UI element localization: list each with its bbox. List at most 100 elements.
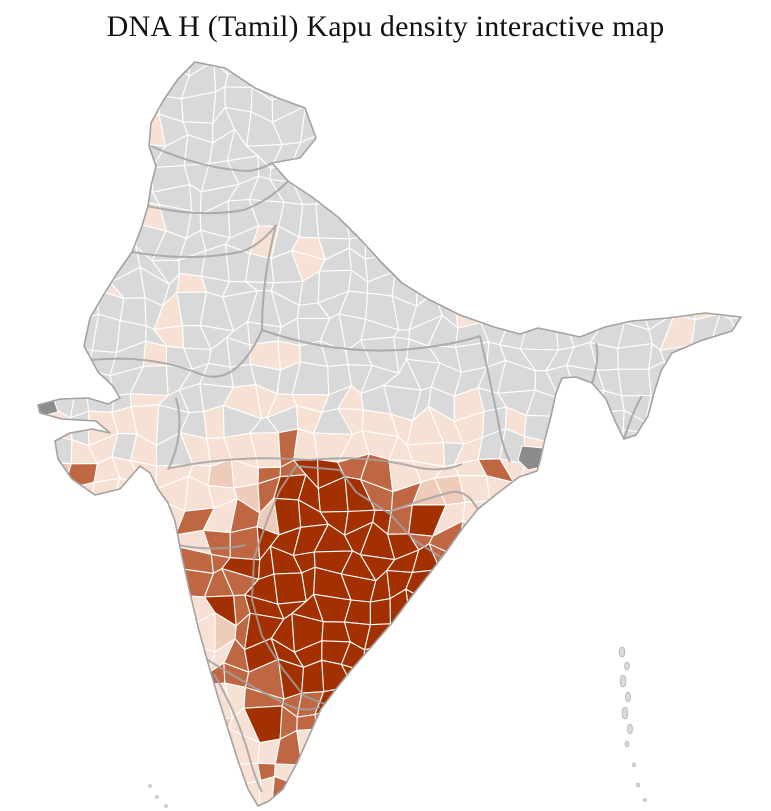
district[interactable] [303, 774, 319, 811]
district[interactable] [63, 41, 96, 70]
district[interactable] [65, 522, 95, 550]
district[interactable] [617, 368, 652, 397]
district[interactable] [129, 611, 167, 647]
district[interactable] [181, 785, 203, 802]
district[interactable] [524, 739, 558, 765]
district[interactable] [727, 801, 752, 811]
district[interactable] [684, 529, 713, 548]
district[interactable] [574, 614, 607, 650]
district[interactable] [476, 707, 504, 740]
district[interactable] [458, 713, 478, 742]
district[interactable] [728, 119, 756, 138]
district[interactable] [543, 198, 578, 229]
district[interactable] [409, 156, 441, 191]
district[interactable] [369, 598, 392, 626]
district[interactable] [18, 708, 52, 739]
district[interactable] [452, 600, 491, 630]
district[interactable] [130, 553, 169, 580]
district[interactable] [520, 484, 562, 504]
district[interactable] [391, 159, 424, 187]
district[interactable] [65, 82, 97, 115]
district[interactable] [684, 765, 716, 789]
district[interactable] [683, 382, 720, 412]
district[interactable] [730, 634, 764, 670]
district[interactable] [130, 520, 169, 561]
district[interactable] [647, 779, 673, 804]
district[interactable] [569, 255, 593, 274]
district[interactable] [590, 93, 627, 113]
district[interactable] [257, 775, 275, 811]
district[interactable] [578, 157, 600, 183]
district[interactable] [463, 99, 483, 122]
district[interactable] [181, 795, 211, 811]
district[interactable] [692, 226, 719, 257]
district[interactable] [474, 231, 511, 260]
district[interactable] [625, 62, 653, 102]
district[interactable] [385, 691, 421, 719]
district[interactable] [270, 62, 307, 102]
district[interactable] [529, 665, 554, 694]
district[interactable] [545, 181, 584, 214]
district[interactable] [706, 157, 744, 187]
district[interactable] [92, 680, 120, 713]
district[interactable] [224, 805, 262, 811]
district[interactable] [637, 713, 666, 746]
district[interactable] [732, 199, 765, 227]
district[interactable] [199, 788, 230, 806]
district[interactable] [588, 38, 631, 66]
district[interactable] [641, 497, 666, 537]
district[interactable] [637, 734, 666, 766]
district[interactable] [474, 45, 509, 72]
district[interactable] [131, 800, 170, 811]
district[interactable] [707, 337, 741, 376]
district[interactable] [497, 501, 530, 527]
district[interactable] [427, 62, 465, 102]
district[interactable] [549, 290, 577, 325]
district[interactable] [620, 454, 651, 480]
district[interactable] [502, 707, 539, 741]
district[interactable] [523, 112, 547, 140]
district[interactable] [164, 40, 193, 77]
district[interactable] [342, 156, 369, 181]
district[interactable] [556, 502, 577, 531]
district[interactable] [29, 475, 44, 514]
district[interactable] [39, 546, 73, 582]
district[interactable] [686, 718, 720, 745]
district[interactable] [642, 522, 671, 560]
district[interactable] [395, 200, 419, 231]
district[interactable] [684, 577, 719, 604]
district[interactable] [659, 68, 698, 101]
district[interactable] [83, 543, 124, 574]
district[interactable] [641, 680, 675, 723]
district[interactable] [457, 797, 483, 811]
district[interactable] [132, 61, 168, 97]
district[interactable] [667, 182, 694, 217]
district[interactable] [69, 347, 93, 370]
district[interactable] [704, 666, 738, 696]
district[interactable] [44, 133, 72, 164]
district[interactable] [360, 44, 400, 71]
district[interactable] [566, 520, 599, 561]
district[interactable] [42, 669, 77, 696]
district[interactable] [415, 774, 442, 811]
district[interactable] [70, 161, 93, 189]
district[interactable] [574, 209, 606, 233]
district[interactable] [38, 337, 74, 374]
district[interactable] [731, 384, 761, 419]
district[interactable] [361, 707, 393, 744]
district[interactable] [41, 174, 72, 209]
district[interactable] [42, 680, 72, 720]
district[interactable] [687, 362, 714, 395]
district[interactable] [105, 92, 139, 124]
district[interactable] [579, 669, 607, 693]
district[interactable] [665, 661, 691, 692]
district[interactable] [732, 569, 757, 592]
district[interactable] [525, 521, 558, 559]
district[interactable] [590, 690, 624, 722]
district[interactable] [159, 662, 187, 697]
district[interactable] [107, 731, 148, 764]
district[interactable] [182, 671, 209, 691]
district[interactable] [732, 221, 762, 260]
district[interactable] [83, 50, 120, 70]
district[interactable] [133, 573, 168, 598]
